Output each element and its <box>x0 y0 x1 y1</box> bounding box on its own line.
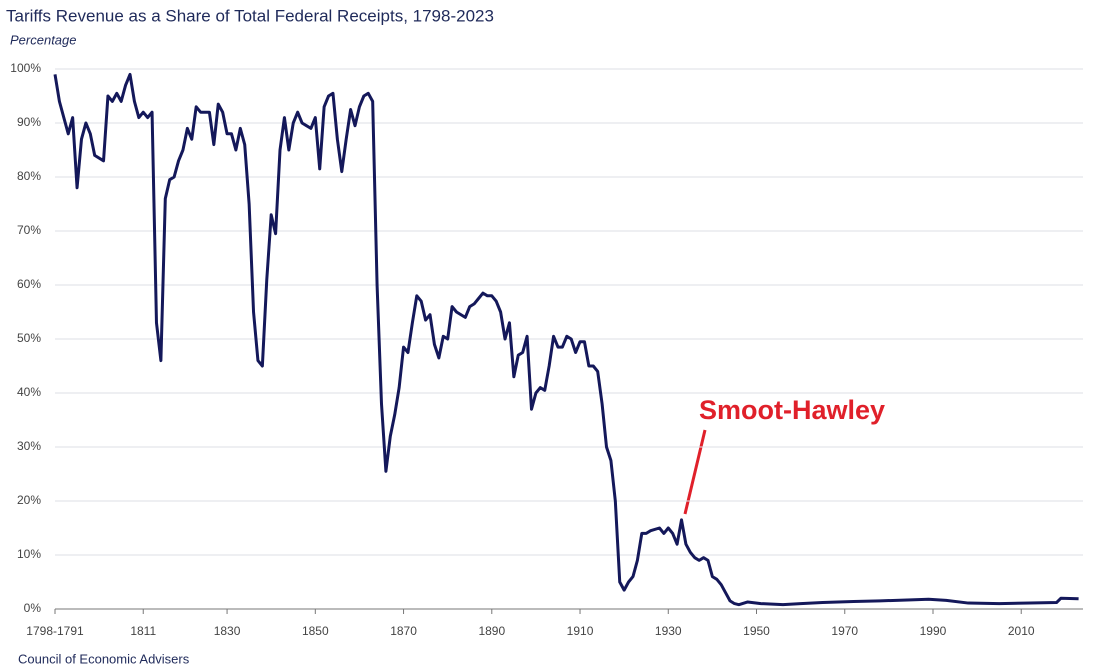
y-tick-label: 60% <box>17 277 41 291</box>
y-tick-label: 90% <box>17 115 41 129</box>
y-tick-label: 30% <box>17 439 41 453</box>
source: Council of Economic Advisers <box>18 651 190 666</box>
x-tick-label: 1950 <box>743 624 770 638</box>
y-tick-label: 50% <box>17 331 41 345</box>
x-tick-label: 1811 <box>130 624 156 638</box>
x-tick-label: 1930 <box>655 624 682 638</box>
chart-subtitle: Percentage <box>10 32 77 47</box>
x-tick-label: 2010 <box>1008 624 1035 638</box>
x-tick-label: 1910 <box>567 624 594 638</box>
x-tick-label: 1830 <box>214 624 241 638</box>
annotation: Smoot-Hawley <box>699 395 885 425</box>
y-tick-label: 100% <box>10 61 41 75</box>
x-tick-label: 1990 <box>920 624 947 638</box>
y-tick-label: 70% <box>17 223 41 237</box>
x-tick-label: 1870 <box>390 624 417 638</box>
x-tick-label: 1890 <box>478 624 505 638</box>
data-line <box>53 72 1079 607</box>
x-tick-label: 1798-1791 <box>26 624 84 638</box>
annotation-pointer <box>683 429 707 515</box>
y-tick-label: 10% <box>17 547 41 561</box>
y-tick-label: 40% <box>17 385 41 399</box>
x-tick-label: 1970 <box>831 624 858 638</box>
chart-title: Tariffs Revenue as a Share of Total Fede… <box>6 6 494 25</box>
y-tick-label: 0% <box>24 601 42 615</box>
x-tick-label: 1850 <box>302 624 329 638</box>
y-tick-label: 20% <box>17 493 41 507</box>
y-tick-label: 80% <box>17 169 41 183</box>
